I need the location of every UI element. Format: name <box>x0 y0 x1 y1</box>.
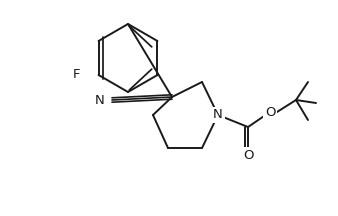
Text: O: O <box>265 105 275 119</box>
Text: N: N <box>213 108 223 121</box>
Text: N: N <box>95 94 105 106</box>
Text: O: O <box>243 149 253 162</box>
Text: F: F <box>72 68 80 81</box>
